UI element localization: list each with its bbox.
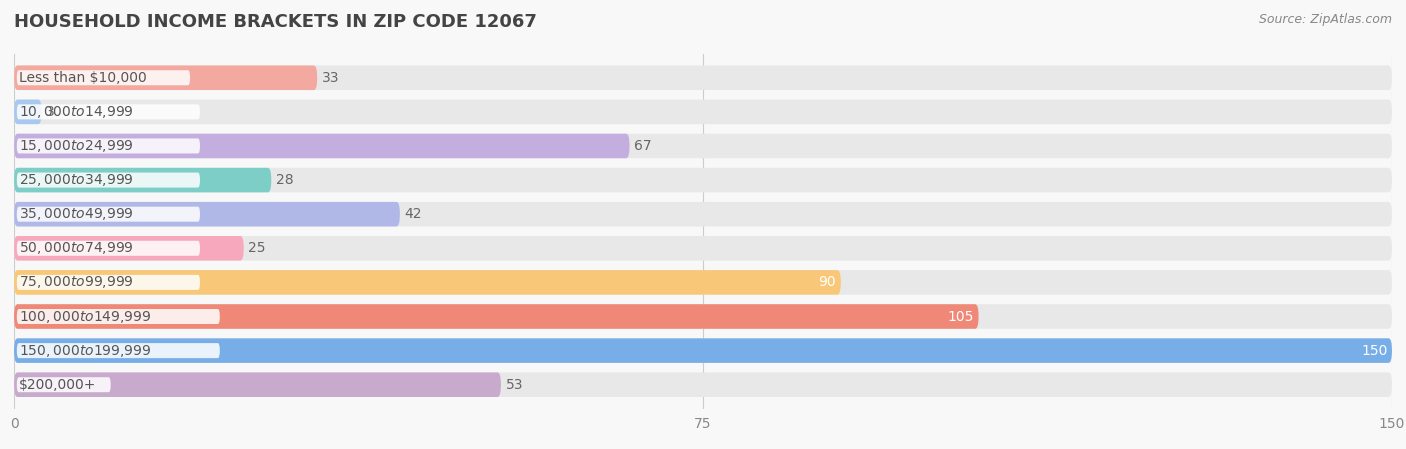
- FancyBboxPatch shape: [17, 275, 200, 290]
- FancyBboxPatch shape: [14, 202, 399, 226]
- FancyBboxPatch shape: [14, 372, 501, 397]
- FancyBboxPatch shape: [14, 270, 1392, 295]
- Text: $150,000 to $199,999: $150,000 to $199,999: [20, 343, 152, 359]
- FancyBboxPatch shape: [17, 241, 200, 256]
- FancyBboxPatch shape: [14, 134, 630, 158]
- FancyBboxPatch shape: [14, 134, 1392, 158]
- Text: 150: 150: [1361, 343, 1388, 357]
- Text: $100,000 to $149,999: $100,000 to $149,999: [20, 308, 152, 325]
- Text: Source: ZipAtlas.com: Source: ZipAtlas.com: [1258, 13, 1392, 26]
- FancyBboxPatch shape: [17, 70, 190, 85]
- FancyBboxPatch shape: [14, 339, 1392, 363]
- Text: 33: 33: [322, 71, 339, 85]
- Text: 3: 3: [46, 105, 55, 119]
- FancyBboxPatch shape: [14, 372, 1392, 397]
- Text: $50,000 to $74,999: $50,000 to $74,999: [20, 240, 134, 256]
- FancyBboxPatch shape: [14, 100, 42, 124]
- FancyBboxPatch shape: [14, 236, 243, 260]
- Text: 90: 90: [818, 275, 837, 290]
- Text: $35,000 to $49,999: $35,000 to $49,999: [20, 206, 134, 222]
- FancyBboxPatch shape: [17, 104, 200, 119]
- FancyBboxPatch shape: [14, 168, 1392, 192]
- Text: $75,000 to $99,999: $75,000 to $99,999: [20, 274, 134, 291]
- Text: $15,000 to $24,999: $15,000 to $24,999: [20, 138, 134, 154]
- Text: $200,000+: $200,000+: [20, 378, 97, 392]
- Text: 67: 67: [634, 139, 652, 153]
- FancyBboxPatch shape: [17, 138, 200, 154]
- Text: $25,000 to $34,999: $25,000 to $34,999: [20, 172, 134, 188]
- Text: 42: 42: [405, 207, 422, 221]
- Text: $10,000 to $14,999: $10,000 to $14,999: [20, 104, 134, 120]
- Text: Less than $10,000: Less than $10,000: [20, 71, 146, 85]
- Text: 28: 28: [276, 173, 294, 187]
- FancyBboxPatch shape: [17, 343, 219, 358]
- FancyBboxPatch shape: [14, 66, 1392, 90]
- FancyBboxPatch shape: [17, 309, 219, 324]
- FancyBboxPatch shape: [14, 100, 1392, 124]
- FancyBboxPatch shape: [14, 168, 271, 192]
- FancyBboxPatch shape: [14, 236, 1392, 260]
- FancyBboxPatch shape: [14, 339, 1392, 363]
- FancyBboxPatch shape: [17, 377, 111, 392]
- FancyBboxPatch shape: [14, 270, 841, 295]
- Text: 25: 25: [249, 241, 266, 255]
- FancyBboxPatch shape: [14, 304, 1392, 329]
- Text: HOUSEHOLD INCOME BRACKETS IN ZIP CODE 12067: HOUSEHOLD INCOME BRACKETS IN ZIP CODE 12…: [14, 13, 537, 31]
- Text: 105: 105: [948, 309, 974, 323]
- FancyBboxPatch shape: [14, 304, 979, 329]
- FancyBboxPatch shape: [14, 202, 1392, 226]
- Text: 53: 53: [506, 378, 523, 392]
- FancyBboxPatch shape: [17, 172, 200, 188]
- FancyBboxPatch shape: [17, 207, 200, 222]
- FancyBboxPatch shape: [14, 66, 318, 90]
